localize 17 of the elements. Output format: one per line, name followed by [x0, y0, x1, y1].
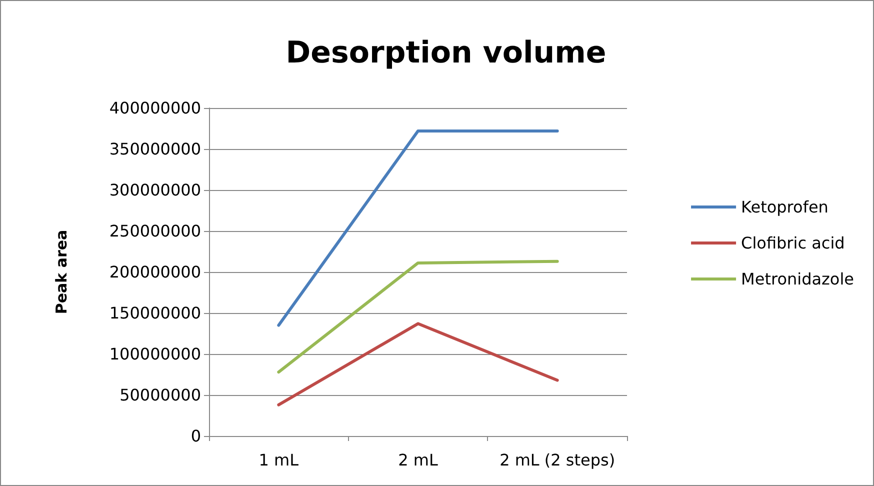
legend-label: Metronidazole	[741, 270, 854, 288]
y-tick-label: 250000000	[109, 222, 201, 240]
y-tick-label: 400000000	[109, 98, 201, 118]
y-tick-label: 150000000	[109, 304, 201, 322]
y-tick-label: 50000000	[120, 386, 201, 404]
legend-label: Ketoprofen	[741, 198, 828, 216]
y-tick-label: 350000000	[109, 140, 201, 158]
legend-label: Clofibric acid	[741, 234, 845, 252]
x-tick-label: 1 mL	[258, 450, 299, 470]
y-tick-label: 200000000	[109, 262, 201, 282]
y-tick-label: 300000000	[109, 180, 201, 200]
y-axis-title: Peak area	[52, 230, 70, 314]
y-tick-label: 0	[190, 426, 201, 446]
y-tick-label: 100000000	[109, 344, 201, 364]
x-tick-label: 2 mL	[398, 450, 438, 470]
chart-title: Desorption volume	[286, 36, 606, 70]
x-tick-label: 2 mL (2 steps)	[500, 450, 616, 470]
